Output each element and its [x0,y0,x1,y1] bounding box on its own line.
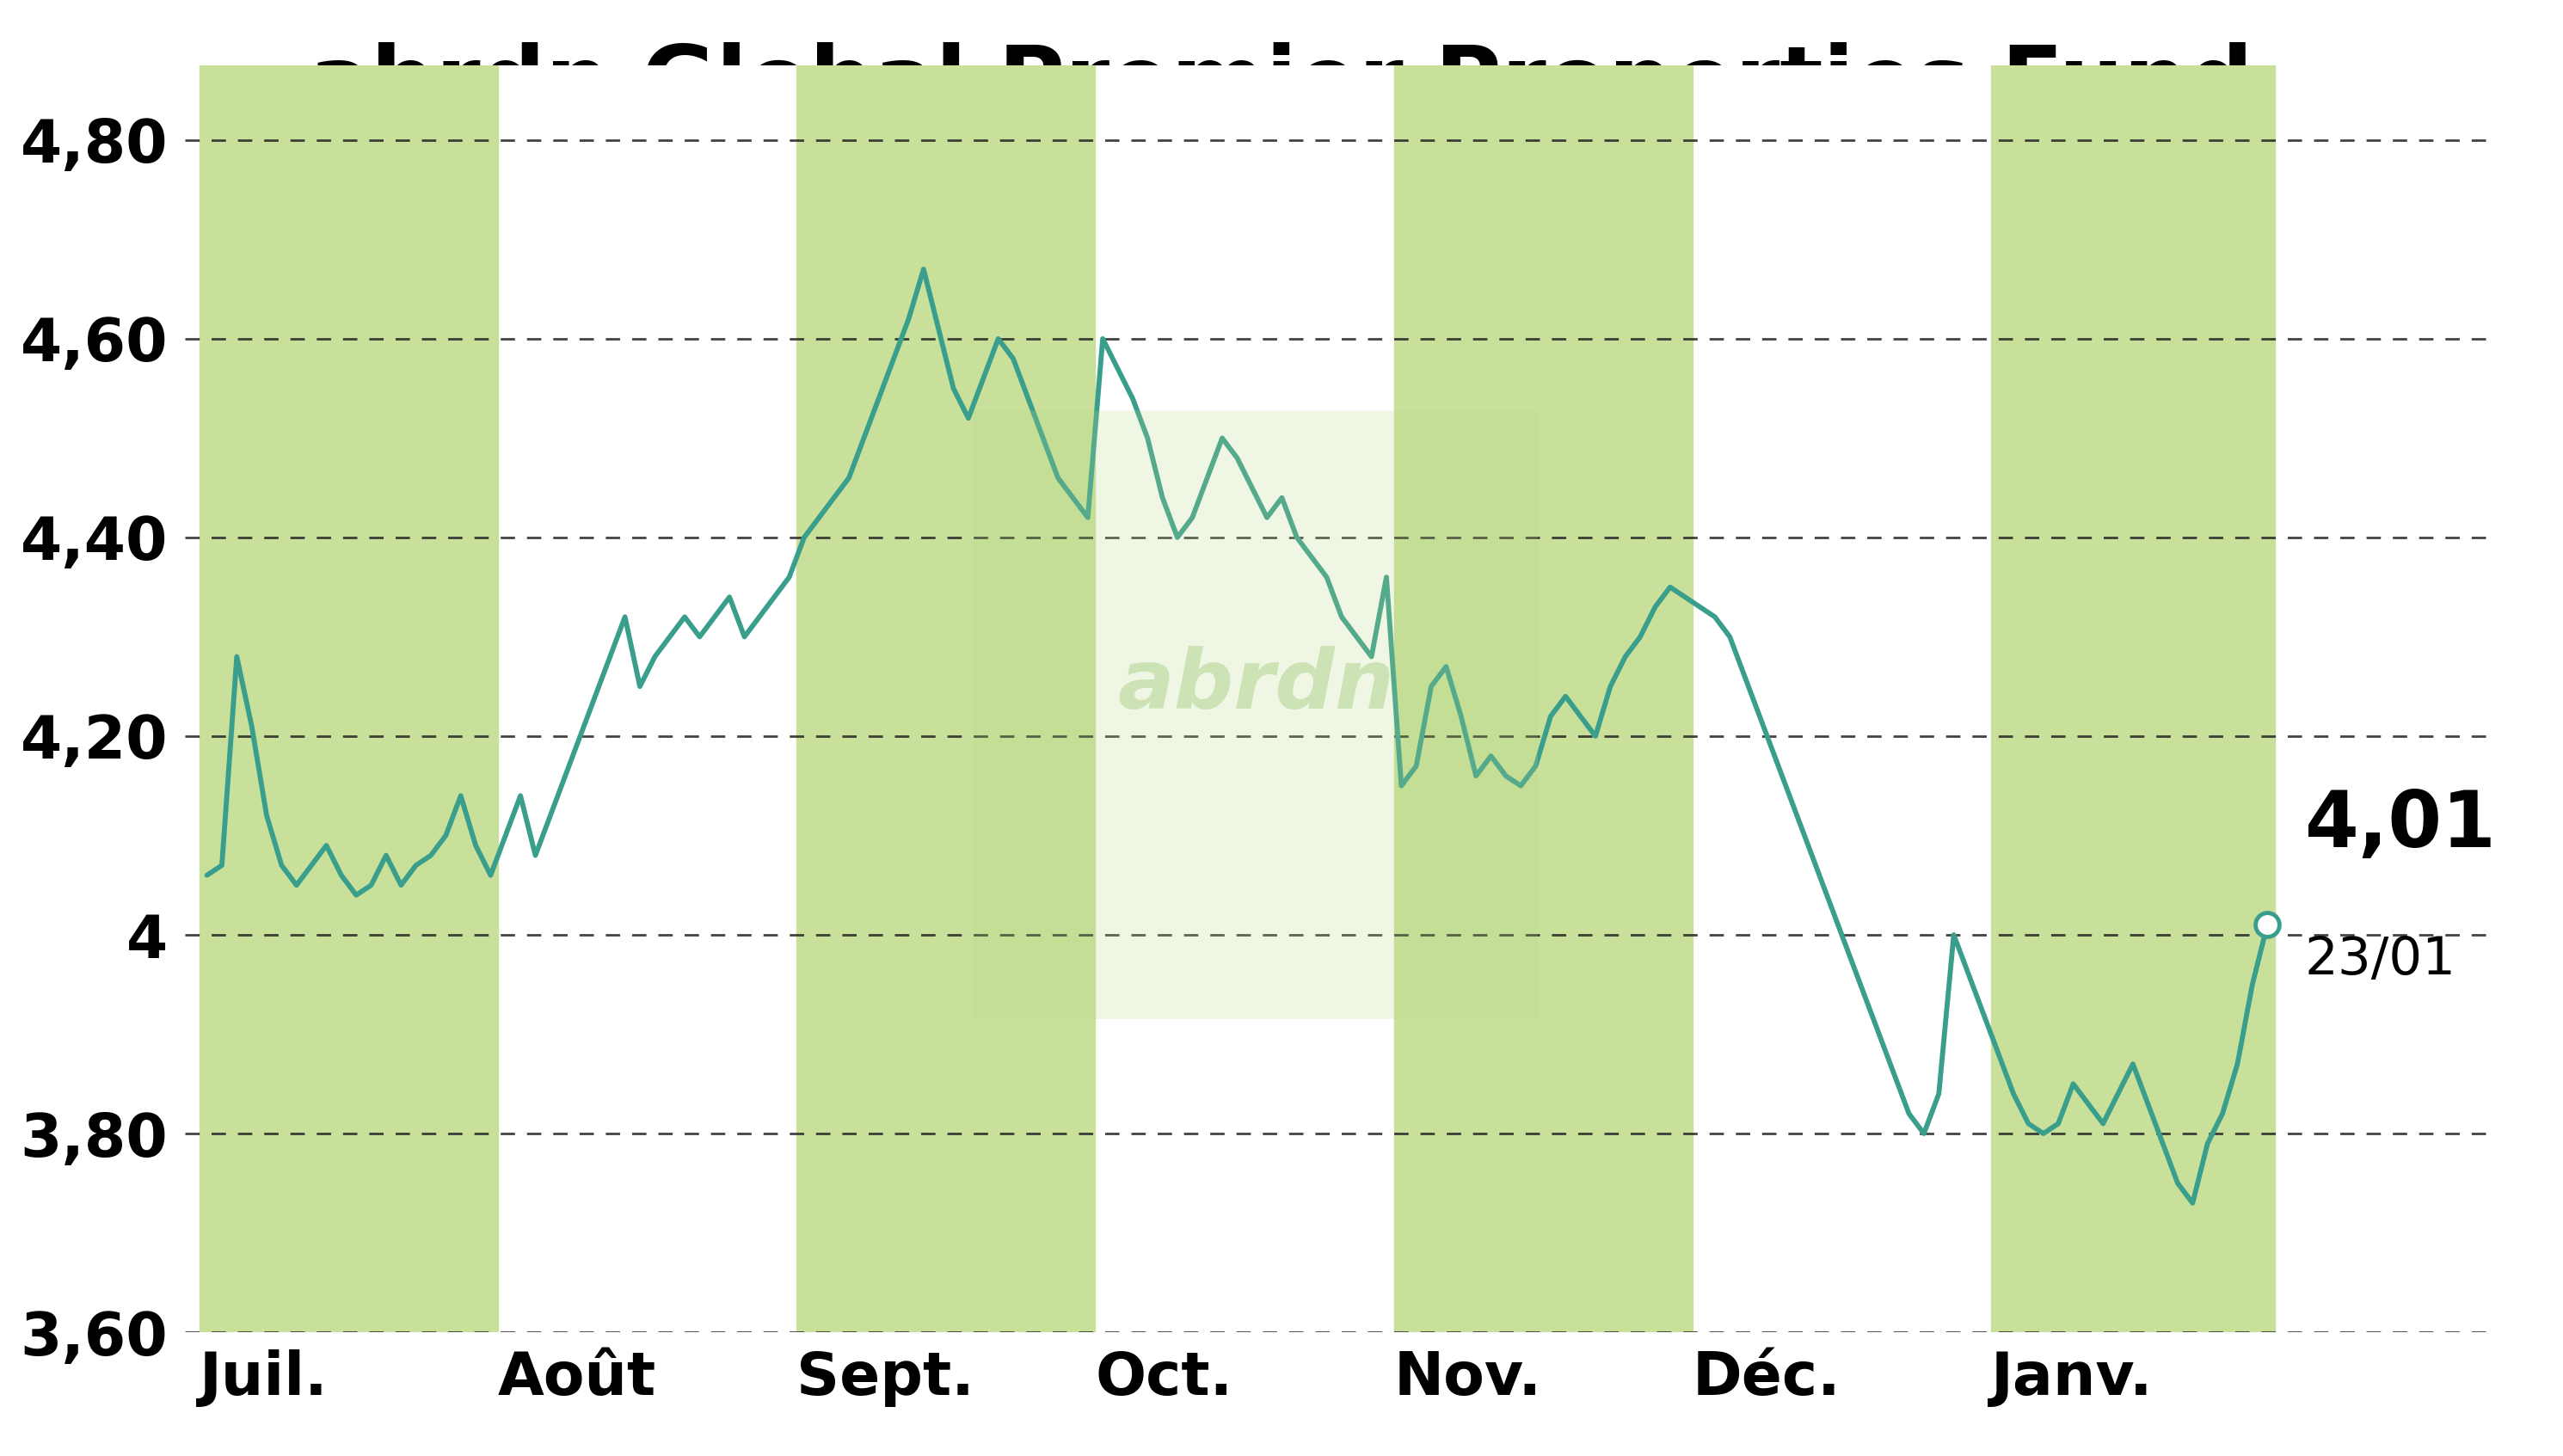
Bar [1394,66,1692,1332]
Text: abrdn: abrdn [1117,646,1394,727]
Text: abrdn Global Premier Properties Fund: abrdn Global Premier Properties Fund [310,42,2253,130]
Bar [200,66,497,1332]
Bar [797,66,1094,1332]
Text: 23/01: 23/01 [2304,935,2455,986]
Bar [1991,66,2276,1332]
FancyBboxPatch shape [928,411,1584,1038]
Text: 4,01: 4,01 [2304,788,2496,863]
